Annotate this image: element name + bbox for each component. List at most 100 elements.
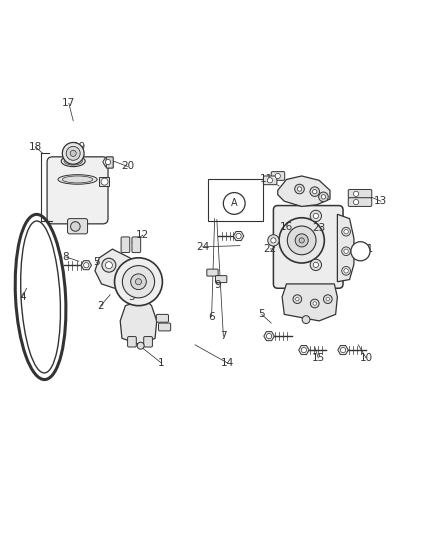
Text: 5: 5 bbox=[258, 309, 265, 319]
Circle shape bbox=[295, 234, 308, 247]
Polygon shape bbox=[120, 299, 157, 345]
FancyBboxPatch shape bbox=[127, 336, 136, 347]
Polygon shape bbox=[95, 249, 143, 288]
Text: A: A bbox=[357, 246, 364, 256]
Circle shape bbox=[344, 230, 348, 234]
Text: 24: 24 bbox=[196, 242, 209, 252]
FancyBboxPatch shape bbox=[271, 172, 285, 180]
Circle shape bbox=[137, 342, 144, 349]
Ellipse shape bbox=[58, 175, 97, 184]
FancyBboxPatch shape bbox=[156, 314, 169, 322]
Text: 15: 15 bbox=[311, 353, 325, 363]
Text: 14: 14 bbox=[221, 358, 234, 368]
Circle shape bbox=[268, 235, 279, 246]
Circle shape bbox=[135, 279, 141, 285]
Text: 21: 21 bbox=[360, 244, 374, 254]
Bar bbox=[208, 180, 262, 221]
Circle shape bbox=[353, 191, 359, 197]
Circle shape bbox=[311, 299, 319, 308]
Circle shape bbox=[351, 241, 370, 261]
Polygon shape bbox=[299, 345, 309, 354]
Circle shape bbox=[71, 222, 80, 231]
Circle shape bbox=[131, 274, 146, 289]
Ellipse shape bbox=[62, 176, 93, 183]
Circle shape bbox=[279, 218, 324, 263]
Text: 4: 4 bbox=[19, 292, 25, 302]
Text: 8: 8 bbox=[63, 252, 69, 262]
Circle shape bbox=[323, 295, 332, 303]
Circle shape bbox=[342, 266, 350, 275]
Circle shape bbox=[102, 258, 116, 272]
Polygon shape bbox=[99, 177, 109, 186]
Circle shape bbox=[271, 238, 276, 243]
Circle shape bbox=[302, 316, 310, 324]
FancyBboxPatch shape bbox=[121, 237, 130, 253]
FancyBboxPatch shape bbox=[144, 336, 152, 347]
Circle shape bbox=[319, 192, 328, 201]
Text: 23: 23 bbox=[312, 223, 326, 233]
Circle shape bbox=[70, 150, 76, 156]
Text: 19: 19 bbox=[73, 142, 86, 152]
Circle shape bbox=[321, 195, 325, 199]
Circle shape bbox=[342, 228, 350, 236]
FancyBboxPatch shape bbox=[132, 237, 141, 253]
Polygon shape bbox=[282, 284, 337, 321]
Text: 7: 7 bbox=[220, 331, 226, 341]
Circle shape bbox=[313, 262, 318, 268]
Polygon shape bbox=[81, 261, 92, 270]
Circle shape bbox=[310, 187, 320, 197]
Text: 5: 5 bbox=[93, 257, 99, 267]
Circle shape bbox=[106, 159, 111, 165]
Text: 10: 10 bbox=[360, 353, 373, 363]
Text: 18: 18 bbox=[29, 142, 42, 152]
Circle shape bbox=[344, 269, 348, 273]
FancyBboxPatch shape bbox=[67, 219, 88, 234]
Circle shape bbox=[326, 297, 329, 301]
Text: 12: 12 bbox=[136, 230, 149, 240]
Circle shape bbox=[62, 142, 84, 164]
Ellipse shape bbox=[61, 156, 85, 167]
FancyBboxPatch shape bbox=[263, 176, 277, 184]
Text: 1: 1 bbox=[158, 358, 165, 368]
Circle shape bbox=[115, 258, 162, 305]
Text: 11: 11 bbox=[260, 174, 273, 183]
FancyBboxPatch shape bbox=[215, 276, 227, 282]
Text: 2: 2 bbox=[97, 301, 104, 311]
FancyBboxPatch shape bbox=[159, 323, 171, 331]
FancyBboxPatch shape bbox=[47, 157, 108, 224]
Circle shape bbox=[340, 348, 346, 353]
Text: A: A bbox=[231, 198, 237, 208]
Polygon shape bbox=[103, 158, 113, 167]
FancyBboxPatch shape bbox=[348, 189, 372, 198]
Circle shape bbox=[353, 199, 359, 205]
Circle shape bbox=[236, 233, 241, 239]
Text: 9: 9 bbox=[215, 280, 222, 290]
Polygon shape bbox=[337, 214, 354, 282]
Polygon shape bbox=[338, 345, 348, 354]
Circle shape bbox=[101, 178, 108, 185]
Text: 16: 16 bbox=[280, 222, 293, 232]
Circle shape bbox=[266, 334, 272, 339]
Circle shape bbox=[84, 263, 89, 268]
Circle shape bbox=[313, 189, 317, 194]
Ellipse shape bbox=[64, 157, 82, 165]
Text: 17: 17 bbox=[62, 98, 75, 108]
Text: 14: 14 bbox=[133, 278, 146, 288]
Circle shape bbox=[287, 226, 316, 255]
Text: 22: 22 bbox=[264, 244, 277, 254]
Text: 20: 20 bbox=[121, 161, 134, 172]
Circle shape bbox=[267, 177, 272, 183]
Circle shape bbox=[293, 295, 302, 303]
Polygon shape bbox=[233, 231, 244, 240]
FancyBboxPatch shape bbox=[207, 269, 218, 276]
FancyBboxPatch shape bbox=[273, 206, 343, 288]
Text: 13: 13 bbox=[374, 196, 388, 206]
Circle shape bbox=[301, 348, 307, 353]
Circle shape bbox=[122, 265, 155, 298]
Circle shape bbox=[342, 247, 350, 256]
Circle shape bbox=[295, 184, 304, 194]
Circle shape bbox=[310, 259, 321, 271]
Circle shape bbox=[344, 249, 348, 254]
FancyBboxPatch shape bbox=[106, 157, 113, 168]
Polygon shape bbox=[278, 176, 330, 206]
